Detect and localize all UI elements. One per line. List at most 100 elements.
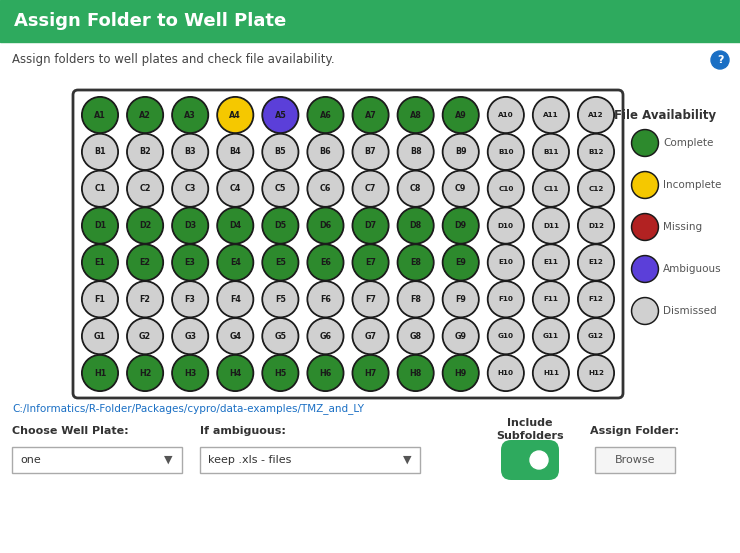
Circle shape xyxy=(488,244,524,281)
Circle shape xyxy=(533,207,569,244)
Circle shape xyxy=(534,246,568,279)
Circle shape xyxy=(533,97,569,133)
Text: B9: B9 xyxy=(455,147,466,156)
Text: H8: H8 xyxy=(409,368,422,378)
Text: D7: D7 xyxy=(365,221,377,230)
Circle shape xyxy=(309,172,342,205)
Text: F1: F1 xyxy=(95,295,105,304)
Circle shape xyxy=(399,135,432,168)
Circle shape xyxy=(217,170,254,207)
Circle shape xyxy=(534,209,568,242)
Circle shape xyxy=(219,320,252,353)
Text: keep .xls - files: keep .xls - files xyxy=(208,455,292,465)
Circle shape xyxy=(711,51,729,69)
Circle shape xyxy=(262,97,299,133)
Text: D1: D1 xyxy=(94,221,106,230)
FancyBboxPatch shape xyxy=(595,447,675,473)
Circle shape xyxy=(631,298,659,325)
Text: A7: A7 xyxy=(365,111,377,119)
Text: E9: E9 xyxy=(455,258,466,267)
Text: C1: C1 xyxy=(94,184,106,193)
Circle shape xyxy=(578,281,614,317)
Text: E11: E11 xyxy=(543,259,559,265)
Circle shape xyxy=(217,244,254,281)
Text: D9: D9 xyxy=(454,221,467,230)
Text: G2: G2 xyxy=(139,332,151,341)
Text: File Availability: File Availability xyxy=(614,108,716,122)
Circle shape xyxy=(219,246,252,279)
Text: H1: H1 xyxy=(94,368,106,378)
Circle shape xyxy=(354,320,387,353)
Text: F10: F10 xyxy=(498,296,514,302)
Text: F11: F11 xyxy=(543,296,559,302)
Text: C4: C4 xyxy=(229,184,241,193)
Circle shape xyxy=(172,207,209,244)
Circle shape xyxy=(352,207,389,244)
Text: H10: H10 xyxy=(498,370,514,376)
Circle shape xyxy=(533,134,569,170)
Circle shape xyxy=(172,134,209,170)
Circle shape xyxy=(309,135,342,168)
Circle shape xyxy=(633,215,657,239)
Circle shape xyxy=(81,354,118,392)
Circle shape xyxy=(264,320,297,353)
Text: G10: G10 xyxy=(498,333,514,339)
Circle shape xyxy=(352,354,389,392)
Circle shape xyxy=(354,357,387,389)
Circle shape xyxy=(578,207,614,244)
Text: C12: C12 xyxy=(588,186,604,192)
Text: G4: G4 xyxy=(229,332,241,341)
Circle shape xyxy=(307,170,344,207)
Circle shape xyxy=(579,283,613,316)
Circle shape xyxy=(174,283,206,316)
Circle shape xyxy=(534,98,568,132)
Circle shape xyxy=(172,354,209,392)
Circle shape xyxy=(129,246,161,279)
Circle shape xyxy=(533,318,569,354)
Circle shape xyxy=(217,281,254,317)
Circle shape xyxy=(352,97,389,133)
Text: F9: F9 xyxy=(455,295,466,304)
Circle shape xyxy=(488,354,524,392)
Circle shape xyxy=(631,129,659,156)
Text: B12: B12 xyxy=(588,149,604,155)
Text: If ambiguous:: If ambiguous: xyxy=(200,426,286,436)
Text: E10: E10 xyxy=(498,259,514,265)
Circle shape xyxy=(579,320,613,353)
Circle shape xyxy=(81,207,118,244)
Circle shape xyxy=(172,170,209,207)
Text: E4: E4 xyxy=(230,258,240,267)
Circle shape xyxy=(127,244,164,281)
Circle shape xyxy=(264,209,297,242)
Circle shape xyxy=(488,207,524,244)
Circle shape xyxy=(397,170,434,207)
Text: H5: H5 xyxy=(275,368,286,378)
Text: one: one xyxy=(20,455,41,465)
Circle shape xyxy=(129,209,161,242)
Circle shape xyxy=(174,246,206,279)
Text: H6: H6 xyxy=(320,368,332,378)
Text: E5: E5 xyxy=(275,258,286,267)
Text: A8: A8 xyxy=(410,111,422,119)
FancyBboxPatch shape xyxy=(12,447,182,473)
Circle shape xyxy=(264,172,297,205)
Text: F7: F7 xyxy=(365,295,376,304)
Circle shape xyxy=(534,320,568,353)
Text: A12: A12 xyxy=(588,112,604,118)
Circle shape xyxy=(578,244,614,281)
Circle shape xyxy=(488,97,524,133)
Circle shape xyxy=(129,172,161,205)
Circle shape xyxy=(533,281,569,317)
Text: F8: F8 xyxy=(410,295,421,304)
Circle shape xyxy=(489,357,522,389)
Circle shape xyxy=(633,173,657,197)
Text: Browse: Browse xyxy=(615,455,655,465)
Circle shape xyxy=(578,354,614,392)
Text: G8: G8 xyxy=(409,332,422,341)
Circle shape xyxy=(352,281,389,317)
Circle shape xyxy=(354,246,387,279)
Circle shape xyxy=(84,135,116,168)
Circle shape xyxy=(443,134,479,170)
Text: ?: ? xyxy=(717,55,723,65)
Circle shape xyxy=(81,170,118,207)
